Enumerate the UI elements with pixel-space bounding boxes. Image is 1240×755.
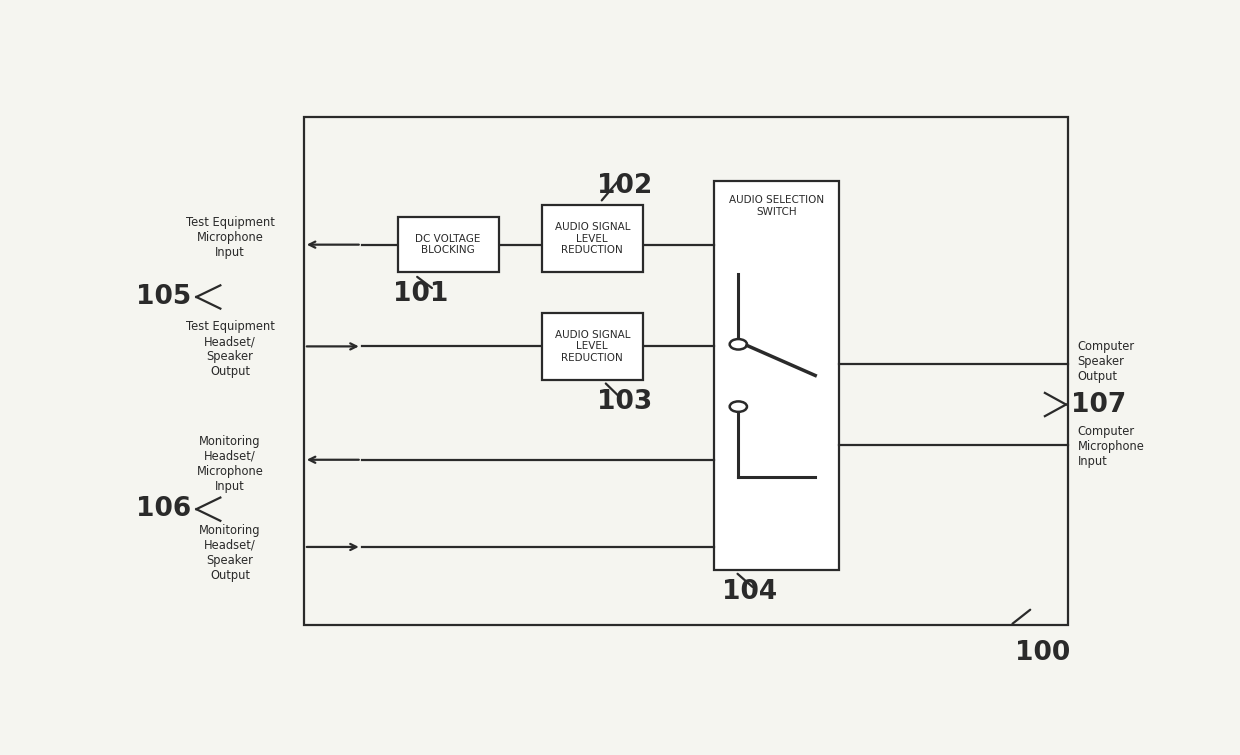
Text: Test Equipment
Headset/
Speaker
Output: Test Equipment Headset/ Speaker Output [186, 320, 274, 378]
Text: 105: 105 [136, 284, 191, 310]
Text: Computer
Microphone
Input: Computer Microphone Input [1078, 425, 1145, 468]
Text: 103: 103 [596, 389, 652, 414]
Text: AUDIO SIGNAL
LEVEL
REDUCTION: AUDIO SIGNAL LEVEL REDUCTION [554, 330, 630, 363]
Text: 101: 101 [393, 281, 448, 307]
Bar [542, 313, 642, 380]
Text: Monitoring
Headset/
Microphone
Input: Monitoring Headset/ Microphone Input [196, 435, 263, 493]
Text: 107: 107 [1071, 392, 1126, 418]
Text: 106: 106 [136, 496, 191, 522]
Text: 104: 104 [722, 579, 777, 605]
Text: 102: 102 [596, 174, 652, 199]
Text: Test Equipment
Microphone
Input: Test Equipment Microphone Input [186, 216, 274, 259]
Bar [398, 217, 498, 273]
Text: DC VOLTAGE
BLOCKING: DC VOLTAGE BLOCKING [415, 234, 481, 255]
Bar [714, 180, 839, 570]
Text: AUDIO SELECTION
SWITCH: AUDIO SELECTION SWITCH [729, 196, 825, 217]
Text: Monitoring
Headset/
Speaker
Output: Monitoring Headset/ Speaker Output [200, 524, 260, 582]
Bar [542, 205, 642, 273]
Text: AUDIO SIGNAL
LEVEL
REDUCTION: AUDIO SIGNAL LEVEL REDUCTION [554, 222, 630, 255]
Text: 100: 100 [1016, 640, 1070, 666]
Bar [304, 117, 1068, 625]
Text: Computer
Speaker
Output: Computer Speaker Output [1078, 340, 1135, 383]
